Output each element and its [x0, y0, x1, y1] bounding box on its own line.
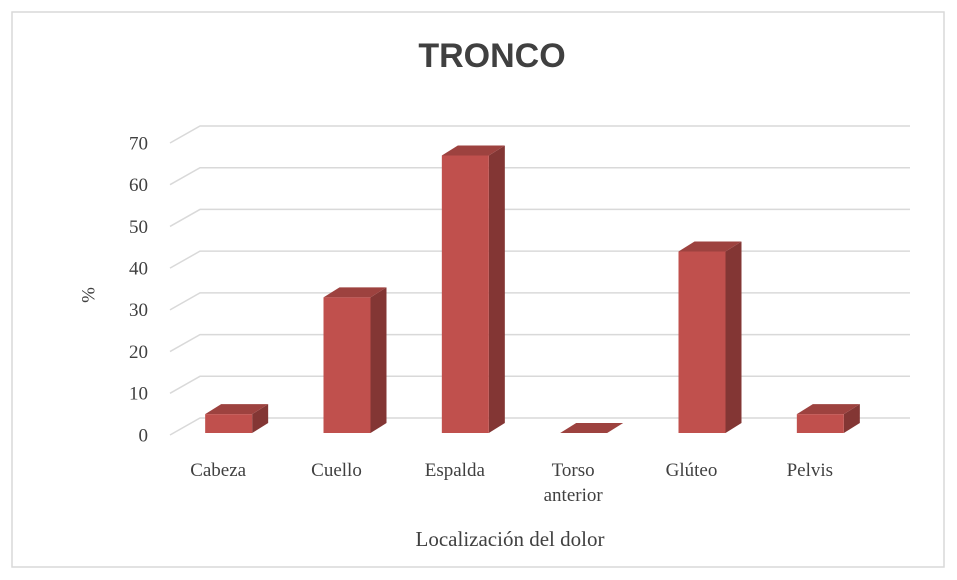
bar-top	[796, 404, 860, 415]
x-tick-label: Cabeza	[190, 460, 247, 481]
grid-line	[169, 375, 910, 394]
grid-line	[169, 166, 910, 186]
bar-side	[370, 287, 387, 433]
bar	[560, 423, 624, 433]
x-tick-label: Torso anterior	[543, 460, 603, 506]
grid-line	[169, 208, 910, 228]
bar-front	[796, 414, 844, 433]
bar	[205, 404, 269, 433]
y-axis-title: %	[78, 287, 99, 303]
y-tick-label: 40	[129, 259, 148, 280]
x-tick-label: Pelvis	[786, 460, 834, 481]
bar-top	[441, 145, 505, 156]
bar-front	[441, 155, 489, 433]
grid-line	[169, 292, 910, 311]
chart-title: TRONCO	[418, 37, 565, 75]
grid-line	[169, 333, 910, 353]
y-tick-label: 60	[129, 175, 148, 196]
bar-front	[323, 297, 371, 433]
bar	[323, 287, 387, 433]
grid-line	[169, 125, 910, 144]
bar	[441, 145, 505, 433]
x-tick-label: Espalda	[424, 460, 485, 481]
y-tick-label: 50	[129, 217, 148, 238]
bar	[796, 404, 860, 433]
y-tick-label: 30	[129, 300, 148, 321]
grid-line	[169, 250, 910, 269]
x-axis-title: Localización del dolor	[416, 527, 605, 551]
bar-side	[252, 404, 269, 433]
bar-top	[205, 404, 269, 415]
y-tick-label: 70	[129, 133, 148, 154]
bar-front	[678, 251, 726, 433]
bar	[678, 241, 742, 433]
y-tick-label: 10	[129, 384, 148, 405]
x-tick-label: Glúteo	[665, 460, 718, 481]
grid-line	[169, 417, 910, 436]
y-tick-label: 0	[139, 425, 149, 446]
bar-front	[205, 414, 253, 433]
bar-top	[678, 241, 742, 252]
y-tick-label: 20	[129, 342, 148, 363]
bar-top	[560, 423, 624, 433]
bar-side	[725, 241, 742, 433]
x-tick-label: Cuello	[311, 460, 362, 481]
bar-side	[843, 404, 860, 433]
bar-side	[488, 145, 505, 433]
bar-top	[323, 287, 387, 298]
